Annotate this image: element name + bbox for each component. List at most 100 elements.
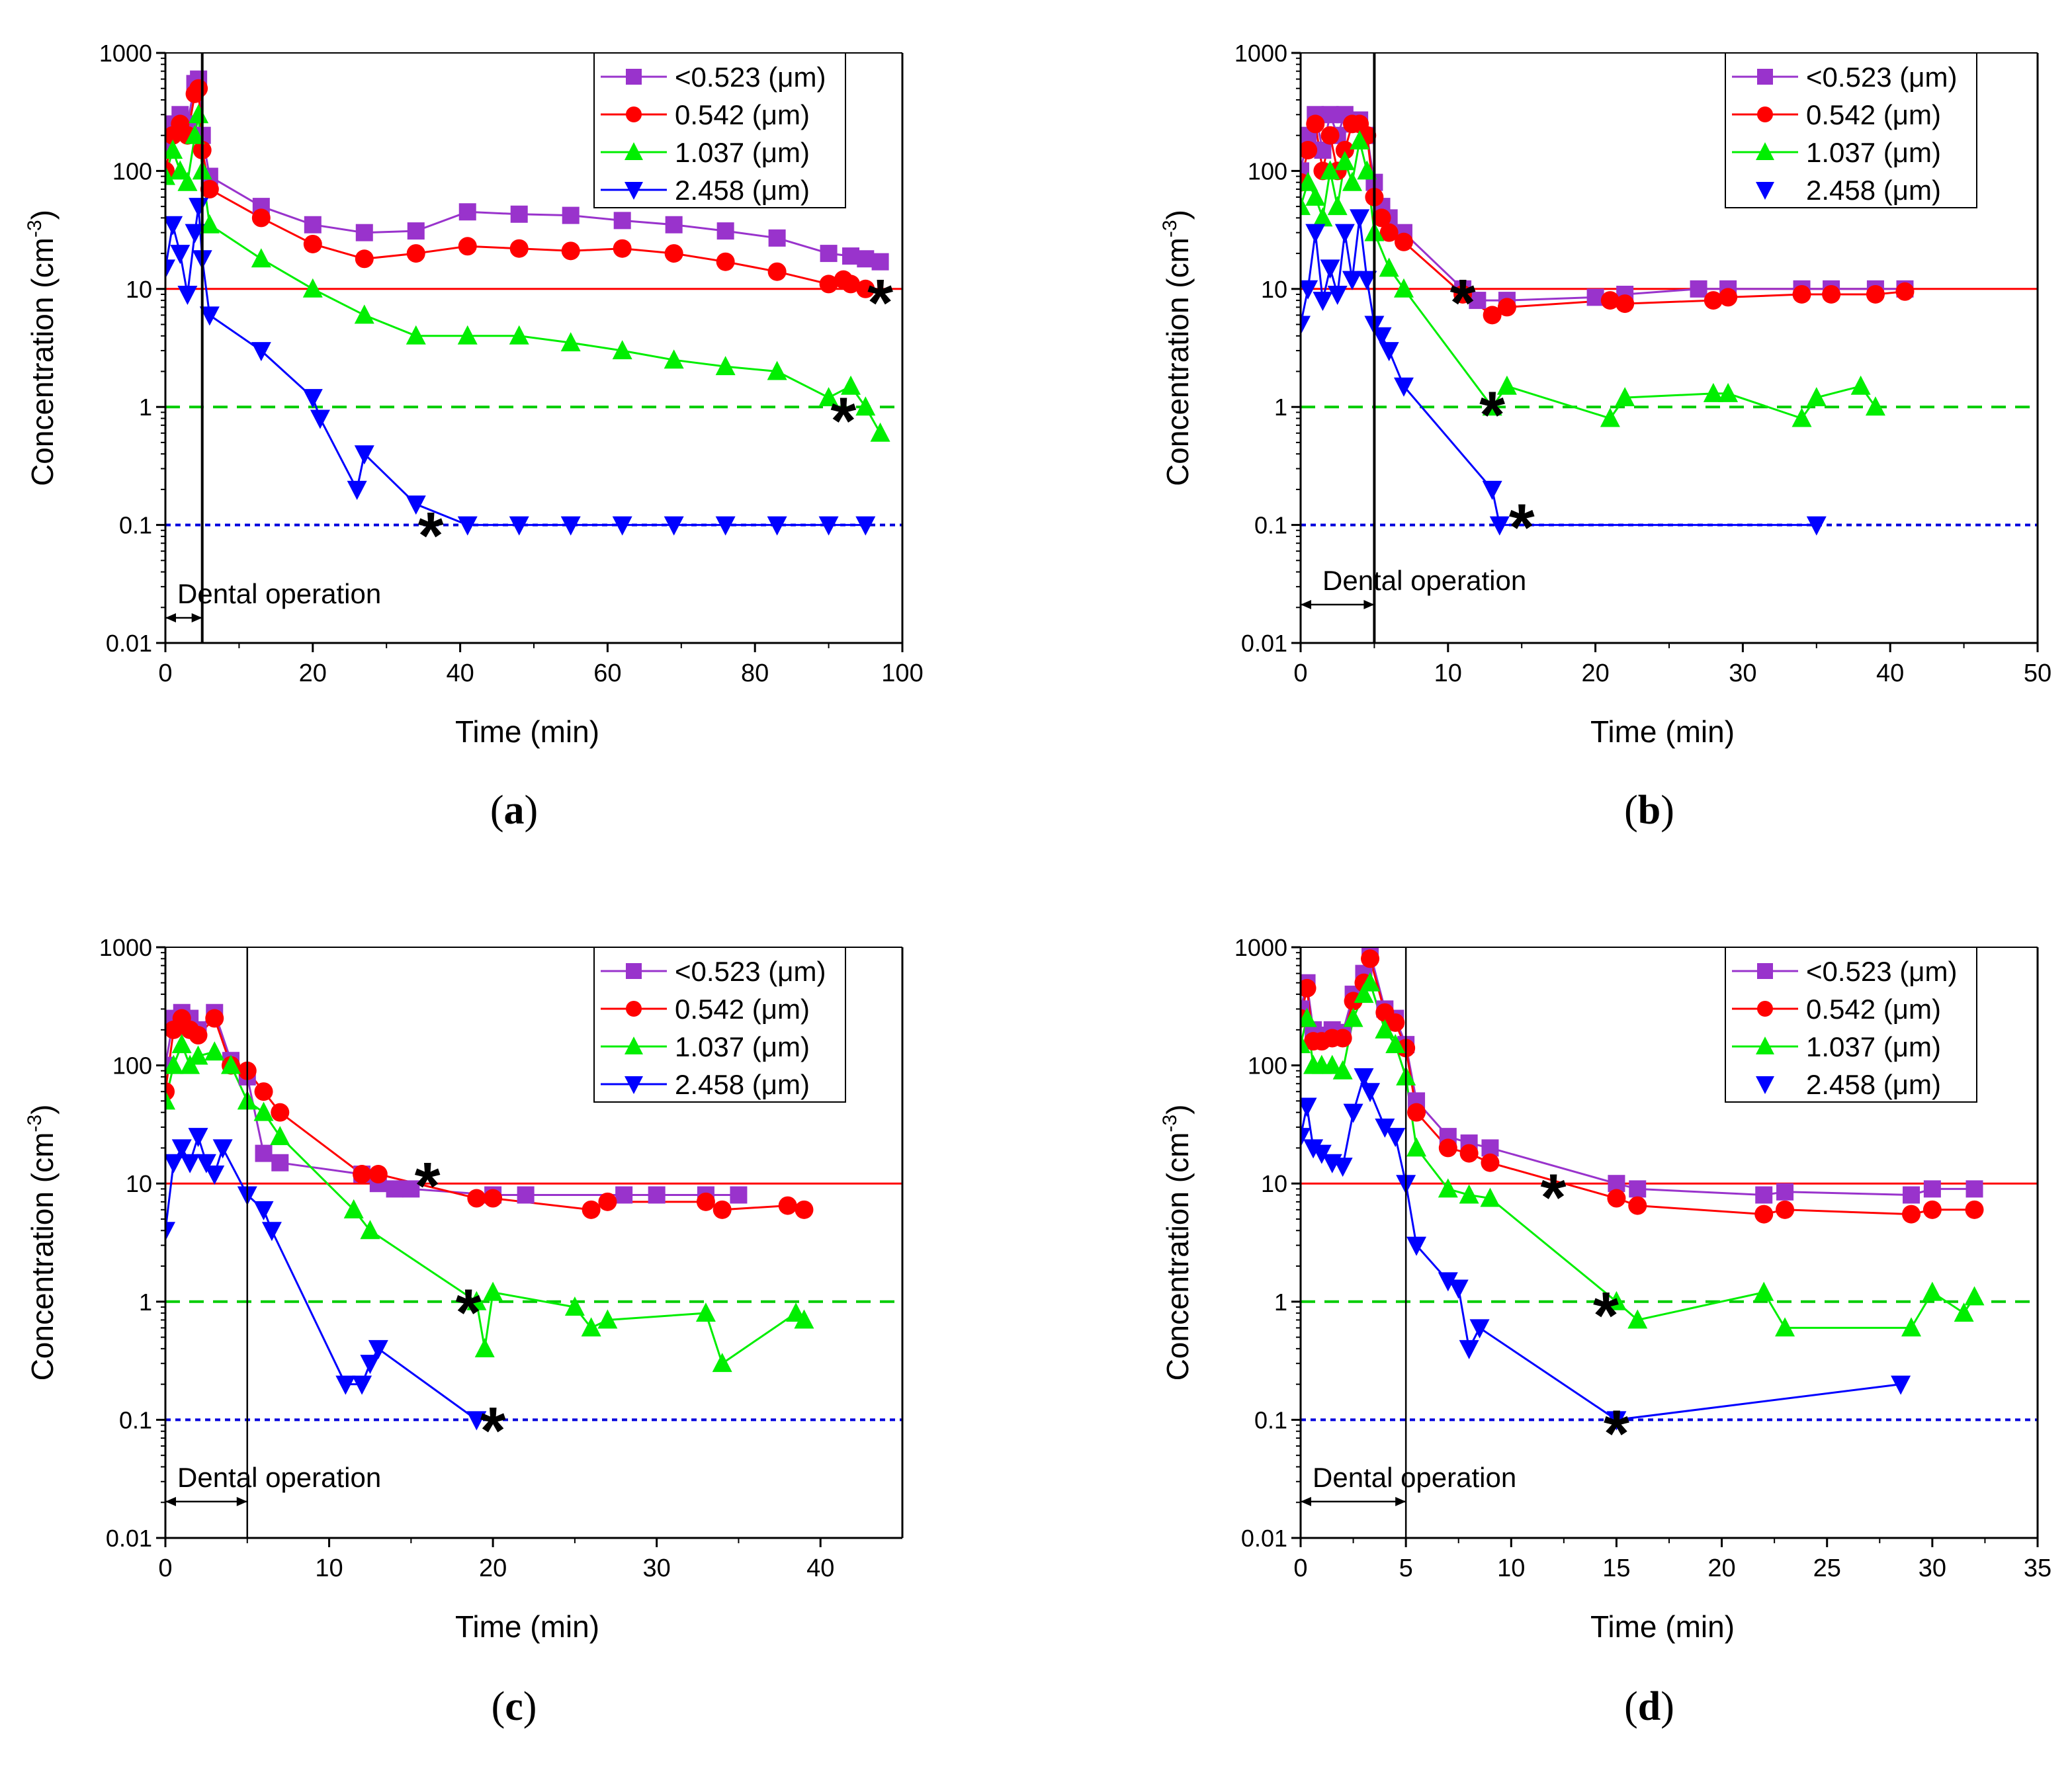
marker-triangle-up xyxy=(1406,1137,1427,1157)
marker-circle xyxy=(467,1189,486,1208)
marker-circle xyxy=(598,1192,617,1211)
marker-circle xyxy=(406,244,425,263)
x-tick-label: 0 xyxy=(158,659,172,687)
marker-triangle-up xyxy=(1332,1060,1353,1080)
series-line-3 xyxy=(1301,218,1817,527)
marker-triangle-up xyxy=(1606,1291,1627,1310)
legend-marker-circle xyxy=(1757,106,1773,122)
operation-label: Dental operation xyxy=(177,1462,381,1493)
y-axis-label-main: Concentration (cm xyxy=(25,1132,60,1381)
marker-triangle-up xyxy=(1964,1286,1985,1306)
marker-square xyxy=(1586,288,1604,306)
marker-triangle-up xyxy=(1375,1019,1395,1039)
asterisk-marker: * xyxy=(1509,491,1535,565)
marker-triangle-up xyxy=(1350,130,1370,149)
marker-circle xyxy=(1822,284,1841,304)
legend-marker-square xyxy=(626,963,642,979)
marker-triangle-up xyxy=(1627,1309,1648,1329)
legend-marker-square xyxy=(1757,963,1773,979)
x-tick-label: 20 xyxy=(1707,1554,1735,1582)
marker-triangle-up xyxy=(204,1041,225,1061)
marker-triangle-up xyxy=(581,1317,601,1337)
marker-triangle-up xyxy=(302,278,323,298)
marker-triangle-up xyxy=(1600,407,1620,427)
marker-triangle-down xyxy=(188,1128,208,1148)
marker-triangle-up xyxy=(695,1302,716,1322)
marker-circle xyxy=(1386,1013,1405,1032)
marker-circle xyxy=(767,262,787,281)
marker-square xyxy=(1965,1180,1983,1198)
panel-label-letter: c xyxy=(505,1684,523,1729)
marker-triangle-down xyxy=(406,495,426,515)
x-tick-label: 0 xyxy=(1293,659,1307,687)
marker-square xyxy=(857,250,875,268)
y-tick-label: 1 xyxy=(1274,394,1287,421)
marker-circle xyxy=(251,208,271,228)
marker-triangle-down xyxy=(196,1154,216,1173)
legend-label: <0.523 (μm) xyxy=(1806,62,1957,93)
marker-triangle-down xyxy=(1448,1279,1469,1299)
y-axis-label-close: ) xyxy=(1160,210,1195,220)
operation-label: Dental operation xyxy=(177,578,381,609)
legend-label: 0.542 (μm) xyxy=(675,99,810,130)
marker-circle xyxy=(1895,282,1915,301)
marker-circle xyxy=(842,275,861,294)
y-axis-label-main: Concentration (cm xyxy=(25,237,60,486)
x-tick-label: 10 xyxy=(315,1554,343,1582)
marker-circle xyxy=(1607,1189,1626,1208)
marker-triangle-up xyxy=(354,304,374,324)
asterisk-marker: * xyxy=(1479,378,1505,452)
marker-triangle-down xyxy=(1301,316,1311,335)
marker-circle xyxy=(664,244,683,263)
operation-label: Dental operation xyxy=(1322,565,1526,596)
y-tick-label: 10 xyxy=(1261,1170,1287,1197)
legend-label: 0.542 (μm) xyxy=(675,994,810,1025)
marker-circle xyxy=(1481,1153,1500,1172)
marker-circle xyxy=(1719,288,1738,307)
marker-triangle-down xyxy=(335,1375,356,1395)
y-tick-label: 1000 xyxy=(1234,934,1287,961)
legend-label: <0.523 (μm) xyxy=(675,62,826,93)
legend-label: 2.458 (μm) xyxy=(1806,1069,1941,1100)
marker-square xyxy=(1690,280,1707,298)
series-group xyxy=(165,70,890,536)
y-tick-label: 0.1 xyxy=(119,1406,152,1433)
legend-label: 1.037 (μm) xyxy=(1806,137,1941,168)
marker-triangle-up xyxy=(560,332,581,352)
marker-triangle-up xyxy=(406,325,426,345)
panel-label: (d) xyxy=(1624,1684,1674,1729)
marker-circle xyxy=(355,249,374,269)
marker-square xyxy=(562,206,580,224)
x-tick-label: 15 xyxy=(1602,1554,1630,1582)
marker-triangle-up xyxy=(1480,1187,1500,1207)
marker-square xyxy=(355,224,373,241)
legend-marker-triangle-down xyxy=(1756,182,1774,200)
panel-label: (c) xyxy=(492,1684,537,1729)
panel-label-letter: b xyxy=(1638,788,1661,833)
asterisk-marker: * xyxy=(415,1149,441,1223)
marker-square xyxy=(730,1186,748,1204)
marker-triangle-down xyxy=(1301,1097,1317,1117)
operation-arrow-head-left xyxy=(1301,600,1311,609)
marker-triangle-down xyxy=(310,409,330,429)
marker-triangle-down xyxy=(509,516,529,536)
marker-triangle-up xyxy=(466,1291,487,1310)
marker-square xyxy=(407,222,425,240)
marker-triangle-down xyxy=(1327,285,1348,305)
marker-triangle-up xyxy=(270,1126,290,1146)
marker-triangle-down xyxy=(1305,224,1326,243)
x-tick-label: 0 xyxy=(158,1554,172,1582)
legend-marker-circle xyxy=(626,1001,642,1017)
y-tick-label: 1000 xyxy=(1234,40,1287,67)
marker-triangle-down xyxy=(302,389,323,409)
legend-label: 1.037 (μm) xyxy=(1806,1031,1941,1062)
marker-triangle-up xyxy=(343,1199,364,1218)
legend-marker-triangle-up xyxy=(625,142,643,160)
panel-label-open: ( xyxy=(490,788,504,833)
marker-triangle-up xyxy=(1301,171,1318,191)
marker-square xyxy=(271,1154,289,1171)
marker-triangle-up xyxy=(474,1338,495,1357)
marker-triangle-down xyxy=(560,516,581,536)
panel-label-close: ) xyxy=(1661,788,1674,833)
marker-triangle-up xyxy=(1438,1178,1458,1198)
